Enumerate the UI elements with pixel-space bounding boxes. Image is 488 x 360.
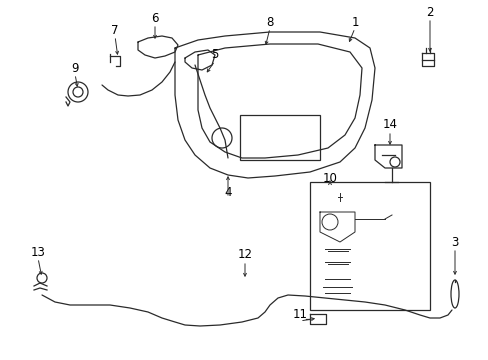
- Bar: [309, 182, 429, 310]
- Text: 4: 4: [224, 185, 231, 198]
- Text: 3: 3: [450, 235, 458, 248]
- Text: 6: 6: [151, 12, 159, 24]
- Text: 10: 10: [322, 171, 337, 184]
- Text: 11: 11: [292, 309, 307, 321]
- Text: 12: 12: [237, 248, 252, 261]
- Text: 1: 1: [350, 15, 358, 28]
- Bar: [240, 115, 319, 160]
- Text: 2: 2: [426, 5, 433, 18]
- Text: 13: 13: [30, 246, 45, 258]
- Text: 8: 8: [266, 15, 273, 28]
- Text: 9: 9: [71, 62, 79, 75]
- Text: 14: 14: [382, 118, 397, 131]
- Text: 7: 7: [111, 23, 119, 36]
- Text: 5: 5: [211, 49, 218, 62]
